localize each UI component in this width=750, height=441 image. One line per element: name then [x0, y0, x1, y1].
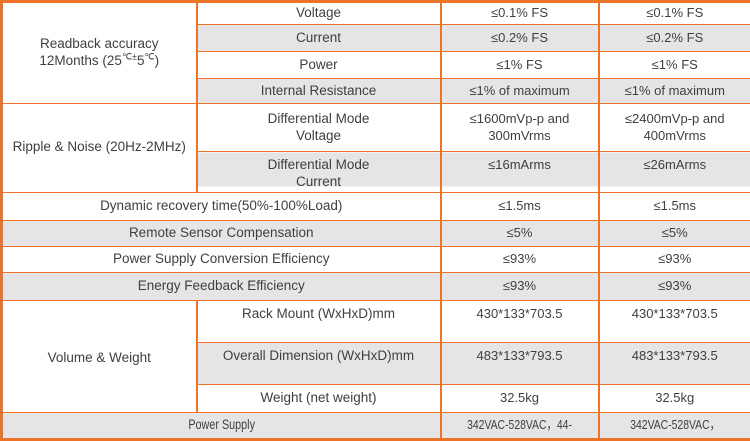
spec-value-cell: ≤1% FS	[599, 52, 750, 79]
table-row: Ripple & Noise (20Hz-2MHz) Differential …	[2, 104, 750, 152]
readback-accuracy-line2: 12Months (25℃±5℃)	[7, 53, 192, 70]
spec-value-cell: ≤93%	[441, 272, 599, 300]
spec-param-cell: Rack Mount (WxHxD)mm	[197, 300, 441, 342]
table-row: Energy Feedback Efficiency ≤93% ≤93%	[2, 272, 750, 300]
spec-value-cell: 483*133*793.5	[441, 342, 599, 384]
spec-param-cell: Power	[197, 52, 441, 79]
spec-value-cell: ≤0.2% FS	[441, 25, 599, 52]
spec-value-cell: ≤5%	[441, 220, 599, 246]
spec-value-cell: 430*133*703.5	[599, 300, 750, 342]
spec-label-cell: Dynamic recovery time(50%-100%Load)	[2, 192, 441, 220]
spec-param-cell: Weight (net weight)	[197, 384, 441, 412]
spec-value-cell: ≤93%	[599, 272, 750, 300]
spec-param-cell: Voltage	[197, 2, 441, 25]
table-row: Remote Sensor Compensation ≤5% ≤5%	[2, 220, 750, 246]
degree-celsius-sup: ℃	[145, 52, 155, 62]
spec-value-cell: ≤1% FS	[441, 52, 599, 79]
spec-value-cell: 430*133*703.5	[441, 300, 599, 342]
spec-value-cell: 32.5kg	[599, 384, 750, 412]
table-row: Volume & Weight Rack Mount (WxHxD)mm 430…	[2, 300, 750, 342]
spec-value-cell: ≤0.1% FS	[599, 2, 750, 25]
table-row: Power Supply 342VAC-528VAC，44- 342VAC-52…	[2, 412, 750, 439]
spec-value-cell: ≤26mArms	[599, 152, 750, 193]
spec-value-cell: ≤0.2% FS	[599, 25, 750, 52]
spec-value-cell: 483*133*793.5	[599, 342, 750, 384]
table-row: Power Supply Conversion Efficiency ≤93% …	[2, 246, 750, 272]
spec-value-cell: 342VAC-528VAC，	[599, 412, 750, 439]
spec-value-cell: ≤1% of maximum	[599, 79, 750, 104]
spec-value-cell: ≤16mArms	[441, 152, 599, 193]
spec-label-cell: Power Supply Conversion Efficiency	[2, 246, 441, 272]
degree-celsius-sup: ℃±	[122, 52, 137, 62]
spec-value-cell: ≤93%	[599, 246, 750, 272]
readback-accuracy-label-cell: Readback accuracy 12Months (25℃±5℃)	[2, 2, 197, 104]
ripple-noise-label-cell: Ripple & Noise (20Hz-2MHz)	[2, 104, 197, 193]
table-row: Readback accuracy 12Months (25℃±5℃) Volt…	[2, 2, 750, 25]
spec-label-cell: Remote Sensor Compensation	[2, 220, 441, 246]
spec-value-cell: ≤1% of maximum	[441, 79, 599, 104]
spec-value-cell: ≤5%	[599, 220, 750, 246]
power-supply-label: Power Supply	[188, 417, 255, 434]
spec-value-cell: ≤93%	[441, 246, 599, 272]
power-supply-label-cell: Power Supply	[2, 412, 441, 439]
spec-value-cell: ≤0.1% FS	[441, 2, 599, 25]
spec-param-cell: Overall Dimension (WxHxD)mm	[197, 342, 441, 384]
spec-value-cell: ≤1.5ms	[441, 192, 599, 220]
spec-param-cell: Internal Resistance	[197, 79, 441, 104]
readback-accuracy-line1: Readback accuracy	[7, 36, 192, 53]
spec-label-cell: Energy Feedback Efficiency	[2, 272, 441, 300]
spec-value-cell: 32.5kg	[441, 384, 599, 412]
volume-weight-label-cell: Volume & Weight	[2, 300, 197, 412]
spec-param-cell: Current	[197, 25, 441, 52]
spec-value-cell: 342VAC-528VAC，44-	[441, 412, 599, 439]
spec-value-cell: ≤1.5ms	[599, 192, 750, 220]
table-row: Dynamic recovery time(50%-100%Load) ≤1.5…	[2, 192, 750, 220]
